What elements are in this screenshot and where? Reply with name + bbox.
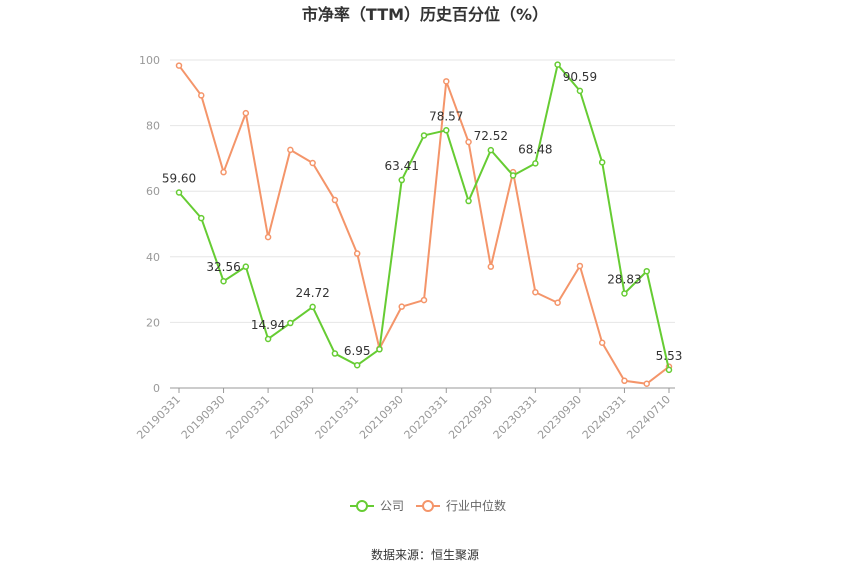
data-point [532, 288, 539, 296]
data-label: 14.94 [251, 318, 285, 332]
legend-item-1: 行业中位数 [416, 498, 506, 513]
data-point [509, 172, 517, 179]
data-point [665, 366, 673, 374]
data-point [287, 146, 294, 154]
data-point [420, 132, 428, 139]
data-point [554, 61, 561, 68]
x-tick-label: 20200930 [268, 393, 317, 442]
data-point [264, 335, 272, 343]
x-tick-label: 20200331 [223, 393, 272, 442]
data-point [242, 109, 250, 117]
legend-marker [356, 500, 368, 512]
x-tick-label: 20240710 [624, 393, 673, 442]
data-point [576, 87, 584, 95]
x-tick-label: 20240331 [580, 393, 629, 442]
data-point [175, 62, 183, 69]
x-tick-label: 20220331 [402, 393, 451, 442]
data-point [621, 377, 628, 385]
x-tick-label: 20210331 [313, 393, 362, 442]
y-tick-label: 0 [153, 382, 160, 395]
data-point [598, 159, 606, 166]
y-tick-label: 100 [139, 54, 160, 67]
data-label: 5.53 [656, 349, 683, 363]
data-point [487, 146, 495, 154]
data-point [331, 196, 339, 204]
data-point [465, 138, 472, 146]
x-tick-label: 20220930 [446, 393, 495, 442]
data-label: 59.60 [162, 172, 196, 186]
data-point [443, 127, 450, 134]
legend-label: 公司 [380, 499, 404, 513]
data-point [353, 250, 361, 257]
data-point [242, 263, 250, 270]
data-label: 32.56 [206, 260, 240, 274]
data-label: 6.95 [344, 344, 371, 358]
y-tick-label: 40 [146, 251, 160, 264]
data-point [264, 233, 272, 241]
data-point [598, 339, 606, 346]
x-tick-label: 20230331 [491, 393, 540, 442]
data-point [621, 290, 628, 297]
data-point [220, 277, 227, 285]
y-tick-label: 20 [146, 316, 160, 329]
legend-label: 行业中位数 [446, 498, 506, 513]
y-tick-label: 60 [146, 185, 160, 198]
x-tick-label: 20190930 [179, 393, 228, 442]
data-point [398, 303, 405, 310]
legend-item-0: 公司 [350, 499, 404, 513]
legend: 公司 行业中位数 [350, 498, 506, 513]
data-label: 78.57 [429, 109, 463, 123]
axes: 0 20 40 60 80 100 2019033120190930202003312020… [134, 54, 675, 442]
data-point [398, 176, 405, 184]
data-point [220, 168, 227, 176]
x-tick-label: 20190331 [134, 393, 183, 442]
data-point [554, 299, 561, 306]
data-point [643, 267, 650, 275]
series-layer [175, 61, 673, 387]
chart-title: 市净率（TTM）历史百分位（%） [302, 5, 548, 24]
data-point [309, 159, 316, 167]
x-tick-label: 20210930 [357, 393, 406, 442]
grid [170, 59, 675, 323]
data-point [532, 160, 539, 167]
data-point [643, 380, 650, 387]
data-label: 72.52 [474, 129, 508, 143]
data-point [420, 296, 428, 304]
data-point [198, 214, 205, 222]
data-point [198, 92, 205, 99]
data-label: 24.72 [295, 286, 329, 300]
y-tick-label: 80 [146, 120, 160, 133]
data-point [465, 197, 472, 205]
data-point [353, 361, 361, 369]
x-tick-label: 20230930 [535, 393, 584, 442]
series-line [178, 64, 670, 385]
data-point [443, 78, 450, 85]
data-labels: 59.60 32.56 14.94 24.72 6.95 63.41 78.57 72.52 6… [162, 70, 683, 363]
series-0 [175, 61, 673, 374]
data-label: 28.83 [607, 272, 641, 286]
data-label: 63.41 [385, 159, 419, 173]
data-point [287, 319, 294, 327]
data-point [309, 303, 316, 311]
data-label: 68.48 [518, 142, 552, 156]
series-1 [175, 62, 673, 387]
legend-marker [422, 500, 434, 512]
data-point [376, 346, 383, 353]
data-point [487, 263, 495, 270]
chart-source: 数据来源：恒生聚源 [371, 547, 479, 562]
data-label: 90.59 [563, 70, 597, 84]
data-point [175, 189, 183, 196]
data-point [331, 350, 339, 357]
data-point [576, 262, 584, 270]
